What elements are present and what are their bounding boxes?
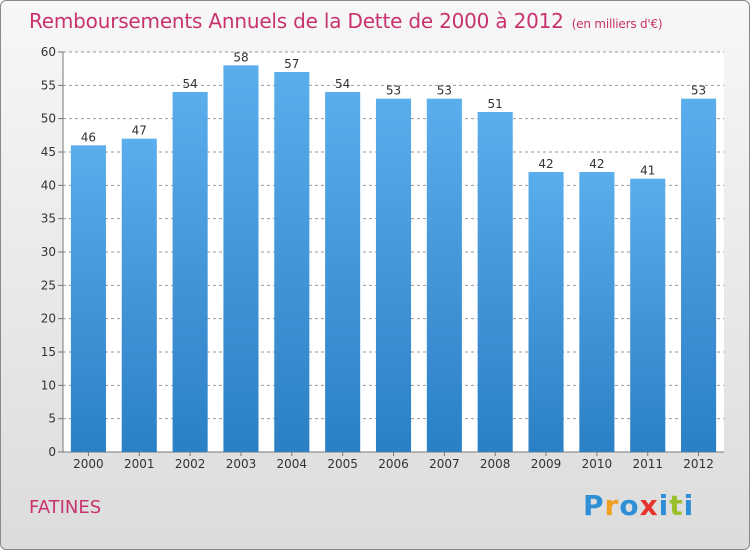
data-label: 58 (233, 50, 248, 64)
bar (477, 112, 513, 452)
y-tick-label: 60 (41, 45, 56, 59)
x-tick-label: 2009 (531, 457, 562, 471)
bar (274, 72, 310, 452)
logo-letter: i (658, 489, 670, 522)
bar (223, 65, 259, 452)
x-tick-label: 2004 (277, 457, 308, 471)
data-label: 42 (589, 157, 604, 171)
y-tick-label: 10 (41, 378, 56, 392)
bar (375, 98, 412, 453)
bar (121, 138, 157, 452)
bar (325, 92, 361, 452)
y-tick-label: 20 (41, 312, 56, 326)
data-label: 53 (691, 84, 706, 98)
logo-letter: r (604, 489, 620, 522)
bar (426, 98, 462, 453)
x-tick-label: 2007 (429, 457, 460, 471)
x-tick-label: 2003 (226, 457, 257, 471)
data-label: 54 (182, 77, 197, 91)
x-tick-label: 2005 (327, 457, 358, 471)
data-label: 47 (132, 124, 147, 138)
data-label: 57 (284, 57, 299, 71)
y-tick-label: 50 (41, 112, 56, 126)
bar (630, 178, 666, 452)
y-tick-label: 30 (41, 245, 56, 259)
logo-letter: o (619, 489, 640, 522)
chart-subtitle: (en milliers d'€) (571, 17, 663, 31)
logo-letter: x (639, 489, 659, 522)
x-tick-label: 2010 (582, 457, 613, 471)
data-label: 53 (386, 84, 401, 98)
data-label: 53 (437, 84, 452, 98)
y-tick-label: 55 (41, 78, 56, 92)
logo-letter: P (583, 489, 605, 522)
x-tick-label: 2008 (480, 457, 511, 471)
y-tick-label: 0 (48, 445, 56, 459)
data-label: 42 (538, 157, 553, 171)
x-tick-label: 2006 (378, 457, 409, 471)
y-tick-label: 45 (41, 145, 56, 159)
data-label: 46 (81, 130, 96, 144)
bar (528, 172, 564, 452)
y-tick-label: 35 (41, 212, 56, 226)
data-label: 54 (335, 77, 350, 91)
data-label: 41 (640, 164, 655, 178)
x-tick-label: 2000 (73, 457, 104, 471)
data-label: 51 (488, 97, 503, 111)
bar (681, 98, 717, 453)
y-tick-label: 25 (41, 278, 56, 292)
x-tick-label: 2012 (683, 457, 714, 471)
bar (172, 92, 208, 452)
x-tick-label: 2011 (632, 457, 663, 471)
y-tick-label: 40 (41, 178, 56, 192)
x-tick-label: 2002 (175, 457, 206, 471)
bar (70, 145, 106, 453)
place-name: FATINES (29, 497, 102, 518)
y-tick-label: 5 (48, 412, 56, 426)
chart-title-text: Remboursements Annuels de la Dette de 20… (29, 9, 564, 33)
proxiti-logo: Proxiti (583, 489, 694, 522)
logo-letter: t (669, 489, 684, 522)
y-tick-label: 15 (41, 345, 56, 359)
logo-letter: i (683, 489, 695, 522)
chart-title: Remboursements Annuels de la Dette de 20… (29, 9, 663, 33)
x-tick-label: 2001 (124, 457, 155, 471)
bar (579, 172, 615, 452)
